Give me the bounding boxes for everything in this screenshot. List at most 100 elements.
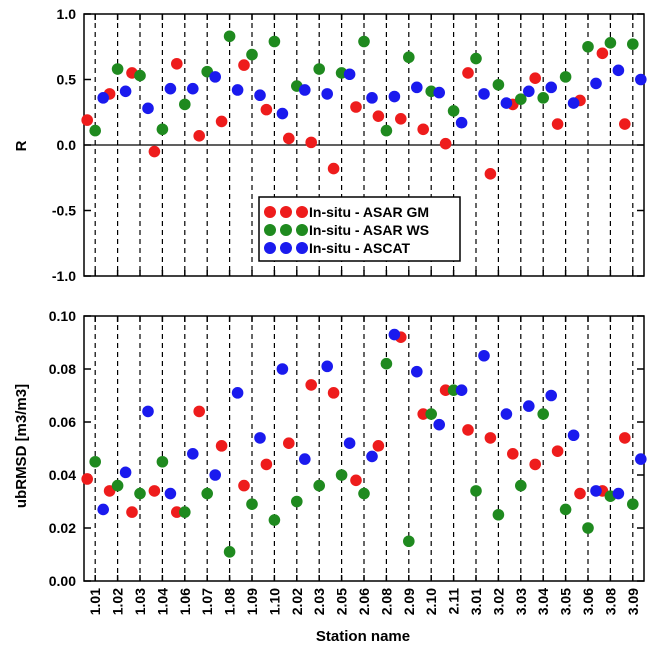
ubrmsd-point (627, 498, 639, 510)
ubrmsd-point (523, 400, 535, 412)
x-tick-labels: 1.01 1.02 1.03 1.04 1.06 1.07 1.08 1.09 1.10 2.02… (87, 588, 641, 615)
x-tick-label: 3.09 (625, 588, 641, 615)
x-tick-label: 3.04 (535, 588, 551, 615)
r-point (299, 84, 311, 96)
ubrmsd-point (313, 479, 326, 492)
r-point (366, 92, 378, 104)
r-point (156, 123, 169, 136)
ubrmsd-point (343, 437, 356, 450)
r-point (470, 52, 482, 65)
r-point (604, 37, 617, 49)
r-point (215, 115, 228, 128)
legend-marker (280, 242, 292, 254)
ubrmsd-point (81, 473, 93, 485)
r-point (246, 48, 258, 61)
x-tick-label: 2.02 (289, 588, 305, 615)
ubrmsd-point (619, 432, 631, 444)
ubrmsd-point (635, 453, 647, 465)
legend-label: In-situ - ASAR WS (309, 222, 429, 238)
r-point (89, 124, 101, 137)
ubrmsd-point (193, 405, 205, 418)
x-tick-label: 3.03 (513, 588, 529, 615)
ubrmsd-point (590, 485, 602, 497)
x-axis-title: Station name (316, 628, 410, 645)
ubrmsd-point (299, 453, 311, 465)
y-tick-label: 0.5 (57, 72, 77, 88)
y-tick-label: 0.04 (49, 467, 76, 483)
r-point (276, 107, 289, 120)
ubrmsd-point (283, 437, 295, 450)
ubrmsd-point (209, 469, 221, 481)
x-tick-label: 1.04 (154, 588, 170, 615)
r-point (343, 68, 356, 81)
ubrmsd-point (411, 365, 423, 378)
legend-marker (280, 224, 292, 236)
ubrmsd-point (268, 514, 281, 526)
r-point (537, 92, 549, 104)
legend-marker (296, 242, 308, 254)
r-point (358, 35, 370, 48)
r-point (582, 40, 594, 53)
ubrmsd-point (321, 360, 334, 373)
ubrmsd-point (388, 328, 401, 341)
r-point (260, 103, 273, 116)
ubrmsd-panel: 0.10 0.08 0.06 0.04 0.02 0.00 (49, 308, 647, 589)
x-tick-label: 3.01 (468, 588, 484, 615)
y-tick-label: 0.02 (49, 520, 76, 536)
r-point (478, 88, 490, 100)
r-point (529, 72, 541, 84)
ubrmsd-point (537, 408, 549, 420)
ubrmsd-point (164, 487, 177, 500)
r-point (395, 113, 407, 125)
x-tick-label: 2.03 (311, 588, 327, 615)
r-point (590, 77, 602, 90)
ubrmsd-point (515, 479, 527, 492)
ubrmsd-point (462, 424, 474, 436)
ubrmsd-point (276, 363, 289, 375)
ubrmsd-point (126, 506, 138, 518)
x-tick-label: 1.09 (244, 588, 260, 615)
r-point (433, 86, 446, 99)
ubrmsd-point (403, 535, 415, 548)
y-tick-label: 0.0 (57, 137, 77, 153)
r-point (164, 82, 177, 95)
x-tick-label: 1.10 (266, 588, 282, 615)
x-tick-label: 1.06 (177, 588, 193, 615)
r-point (327, 162, 340, 175)
r-point (238, 59, 250, 71)
r-point (187, 82, 199, 95)
x-tick-label: 3.02 (490, 588, 506, 615)
r-point (305, 136, 318, 149)
legend-marker (264, 242, 276, 254)
r-point (559, 71, 572, 83)
ubrmsd-point (358, 487, 370, 500)
r-point (97, 92, 109, 104)
y-tick-label: 0.10 (49, 308, 76, 324)
x-tick-label: 3.05 (558, 588, 574, 615)
ubrmsd-point (417, 408, 430, 420)
x-tick-label: 1.07 (199, 588, 215, 615)
r-point (372, 110, 385, 122)
x-tick-label: 2.05 (334, 588, 350, 615)
r-point (81, 114, 93, 126)
ubrmsd-point (507, 448, 519, 460)
r-point (388, 90, 401, 103)
r-point (411, 81, 423, 94)
x-tick-label: 3.08 (602, 588, 618, 615)
ubrmsd-point (97, 503, 109, 516)
ubrmsd-point (335, 469, 348, 481)
ubrmsd-point (142, 405, 154, 418)
ubrmsd-point (201, 487, 213, 500)
ubrmsd-point (447, 384, 460, 397)
legend-marker (280, 206, 292, 218)
ubrmsd-point (529, 458, 541, 471)
ubrmsd-point (574, 487, 586, 500)
r-point (268, 35, 281, 48)
ubrmsd-point (291, 495, 303, 508)
r-point (313, 63, 326, 75)
r-point (111, 63, 124, 75)
r-point (635, 73, 647, 86)
r-point (193, 130, 205, 142)
ubrmsd-point (484, 432, 497, 444)
ubrmsd-point (500, 408, 513, 420)
